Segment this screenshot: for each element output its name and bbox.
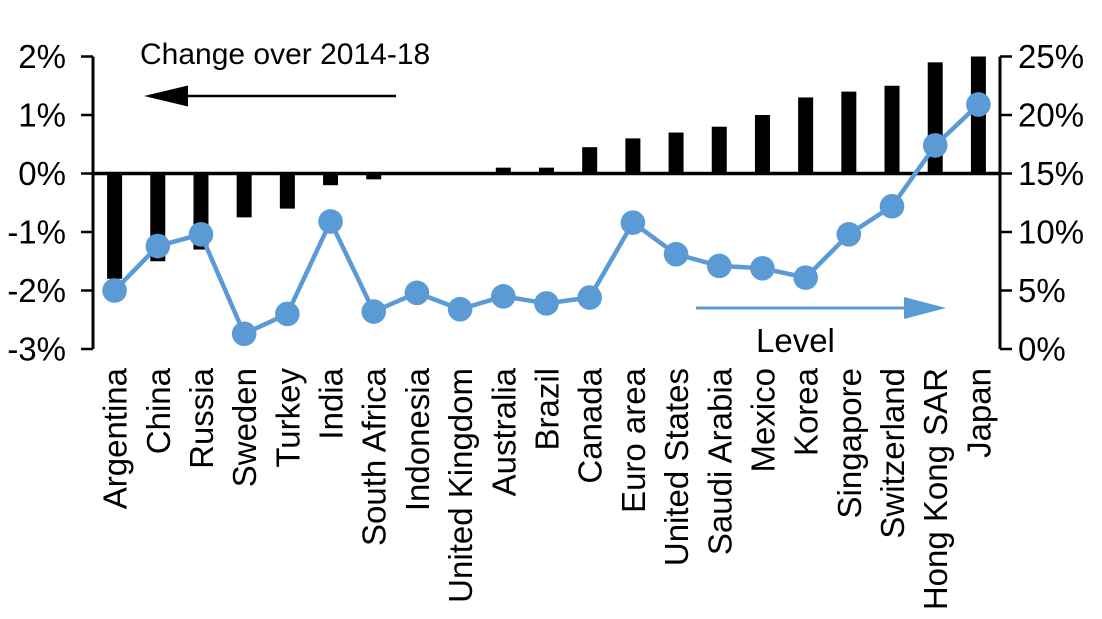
x-label-united-kingdom: United Kingdom	[442, 368, 479, 603]
x-label-indonesia: Indonesia	[399, 367, 436, 511]
marker-united-states	[663, 241, 689, 267]
x-label-india: India	[313, 367, 350, 439]
bar-turkey	[279, 173, 295, 209]
x-label-sweden: Sweden	[226, 368, 263, 487]
x-label-brazil: Brazil	[529, 368, 566, 451]
marker-india	[318, 209, 343, 234]
marker-saudi-arabia	[706, 253, 732, 279]
bar-canada	[582, 147, 598, 174]
bar-singapore	[841, 91, 857, 174]
marker-turkey	[275, 301, 300, 327]
bar-argentina	[107, 173, 123, 279]
marker-mexico	[750, 255, 775, 281]
x-label-euro-area: Euro area	[615, 367, 652, 513]
x-label-australia: Australia	[485, 367, 522, 496]
bar-australia	[495, 167, 511, 174]
right-axis-tick-label: 0%	[1018, 331, 1066, 368]
left-axis-tick-label: 0%	[18, 155, 66, 192]
x-label-saudi-arabia: Saudi Arabia	[701, 367, 738, 555]
x-label-argentina: Argentina	[97, 367, 134, 509]
marker-china	[145, 233, 171, 259]
marker-south-africa	[361, 299, 387, 324]
marker-korea	[793, 265, 818, 290]
marker-canada	[577, 285, 602, 310]
x-label-united-states: United States	[658, 368, 695, 566]
x-label-hong-kong-sar: Hong Kong SAR	[917, 368, 954, 610]
left-arrow-icon	[144, 85, 188, 107]
marker-hong-kong-sar	[922, 133, 948, 158]
right-axis-tick-label: 5%	[1018, 272, 1066, 309]
x-label-russia: Russia	[183, 367, 220, 469]
left-axis-tick-label: 1%	[18, 97, 66, 134]
x-label-south-africa: South Africa	[356, 367, 393, 546]
marker-australia	[491, 284, 516, 309]
marker-russia	[188, 222, 214, 247]
right-axis-tick-label: 25%	[1018, 38, 1084, 75]
bar-united-states	[668, 132, 684, 174]
x-label-china: China	[140, 367, 177, 454]
right-axis-tick-label: 10%	[1018, 214, 1084, 251]
x-label-switzerland: Switzerland	[874, 368, 911, 539]
x-label-japan: Japan	[960, 368, 997, 458]
marker-japan	[966, 92, 991, 117]
marker-united-kingdom	[447, 296, 473, 322]
x-label-mexico: Mexico	[744, 368, 781, 473]
x-label-korea: Korea	[788, 367, 825, 456]
left-axis-tick-label: -1%	[7, 214, 66, 251]
bar-south-africa	[366, 173, 382, 180]
bar-mexico	[754, 115, 770, 174]
right-arrow-icon	[904, 297, 946, 319]
marker-brazil	[534, 291, 559, 316]
bar-euro-area	[625, 138, 641, 174]
bar-india	[323, 173, 339, 186]
marker-euro-area	[620, 210, 646, 235]
marker-singapore	[836, 222, 862, 247]
right-axis-tick-label: 15%	[1018, 155, 1084, 192]
x-label-canada: Canada	[572, 367, 609, 483]
right-axis-tick-label: 20%	[1018, 97, 1084, 134]
left-axis-tick-label: 2%	[18, 38, 66, 75]
left-axis-tick-label: -3%	[7, 331, 66, 368]
marker-switzerland	[879, 193, 905, 219]
marker-sweden	[231, 321, 257, 347]
x-label-singapore: Singapore	[831, 368, 868, 518]
left-axis-tick-label: -2%	[7, 272, 66, 309]
line-series-label: Level	[756, 322, 835, 359]
marker-argentina	[102, 278, 127, 303]
bar-series-label: Change over 2014-18	[140, 38, 430, 71]
bar-switzerland	[884, 85, 900, 174]
marker-indonesia	[404, 280, 430, 306]
bar-sweden	[236, 173, 252, 218]
bar-saudi-arabia	[711, 126, 727, 174]
x-label-turkey: Turkey	[269, 368, 306, 468]
bar-korea	[798, 97, 814, 174]
bar-brazil	[539, 167, 554, 174]
